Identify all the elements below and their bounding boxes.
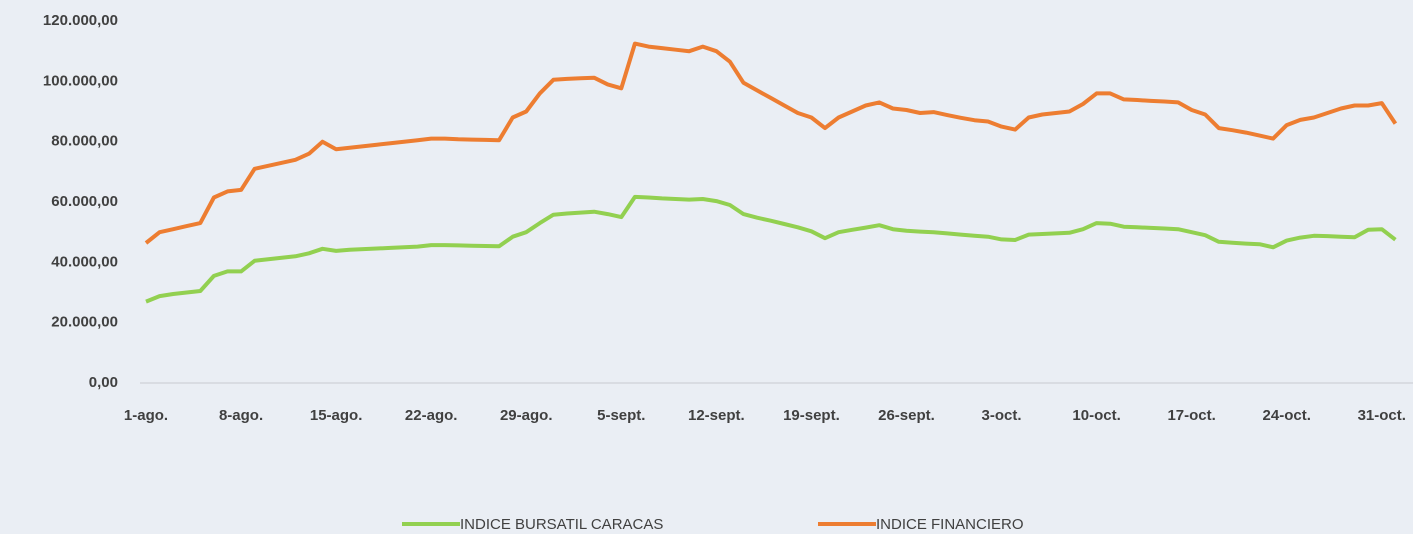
x-tick-label: 17-oct. xyxy=(1167,407,1215,424)
y-tick-label: 0,00 xyxy=(89,374,118,391)
y-tick-label: 120.000,00 xyxy=(43,12,118,29)
y-tick-label: 60.000,00 xyxy=(51,193,118,210)
x-tick-label: 10-oct. xyxy=(1072,407,1120,424)
x-tick-label: 8-ago. xyxy=(219,407,263,424)
x-tick-label: 19-sept. xyxy=(783,407,840,424)
x-tick-label: 31-oct. xyxy=(1358,407,1406,424)
chart: 0,00 20.000,00 40.000,00 60.000,00 80.000,00… xyxy=(0,0,1413,534)
x-tick-label: 12-sept. xyxy=(688,407,745,424)
legend-label: INDICE FINANCIERO xyxy=(876,516,1024,533)
legend-label: INDICE BURSATIL CARACAS xyxy=(460,516,663,533)
background xyxy=(0,0,1413,534)
y-tick-label: 100.000,00 xyxy=(43,72,118,89)
y-tick-label: 20.000,00 xyxy=(51,314,118,331)
x-tick-label: 22-ago. xyxy=(405,407,458,424)
x-tick-label: 29-ago. xyxy=(500,407,553,424)
x-tick-label: 3-oct. xyxy=(982,407,1022,424)
x-tick-label: 24-oct. xyxy=(1263,407,1311,424)
x-tick-label: 1-ago. xyxy=(124,407,168,424)
page: 0,00 20.000,00 40.000,00 60.000,00 80.000,00… xyxy=(0,0,1413,534)
x-tick-label: 15-ago. xyxy=(310,407,363,424)
y-tick-label: 80.000,00 xyxy=(51,133,118,150)
x-tick-label: 5-sept. xyxy=(597,407,645,424)
y-tick-label: 40.000,00 xyxy=(51,253,118,270)
x-tick-label: 26-sept. xyxy=(878,407,935,424)
